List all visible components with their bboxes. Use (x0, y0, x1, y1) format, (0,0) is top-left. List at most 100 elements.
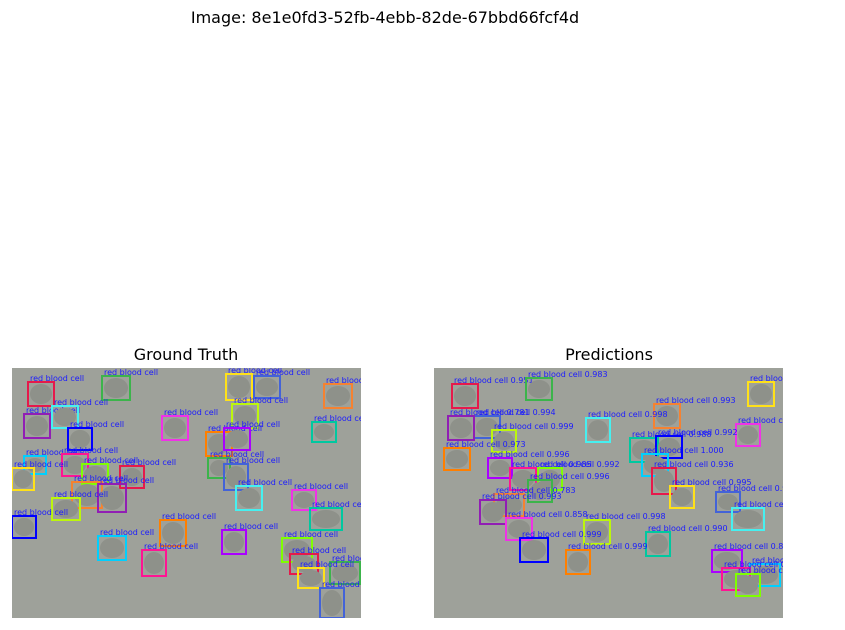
ground-truth-cell (100, 486, 124, 510)
ground-truth-cell (64, 456, 86, 474)
ground-truth-bounding-box (221, 529, 247, 555)
ground-truth-cell (70, 430, 90, 448)
prediction-box-label: red blood cell 0.724 (738, 566, 783, 575)
ground-truth-cell (300, 570, 322, 586)
prediction-box-label: red blood cell 1.000 (644, 446, 724, 455)
prediction-bounding-box (491, 429, 517, 453)
ground-truth-cell (224, 532, 244, 552)
prediction-bounding-box (479, 499, 507, 525)
prediction-cell (752, 566, 778, 584)
ground-truth-cell (164, 418, 186, 438)
prediction-box-label: red blood cell 0.999 (522, 530, 602, 539)
prediction-box-label: red blood cell 0.999 (494, 422, 574, 431)
prediction-cell (528, 380, 550, 398)
ground-truth-cell (256, 378, 278, 396)
ground-truth-box-label: red blood cell (228, 368, 282, 375)
prediction-bounding-box (653, 403, 681, 429)
ground-truth-box-label: red blood cell (292, 546, 346, 555)
prediction-box-label: red blood cell 0.951 (454, 376, 534, 385)
prediction-cell (672, 488, 692, 506)
prediction-bounding-box (527, 479, 553, 503)
ground-truth-box-label: red blood cell (30, 374, 84, 383)
ground-truth-bounding-box (141, 549, 167, 577)
ground-truth-cell (14, 470, 32, 488)
ground-truth-box-label: red blood cell (74, 474, 128, 483)
ground-truth-bounding-box (309, 507, 343, 531)
prediction-box-label: red blood cell 0.998 (734, 500, 783, 509)
ground-truth-box-label: red blood cell (238, 478, 292, 487)
ground-truth-bounding-box (223, 427, 251, 451)
ground-truth-cell (234, 406, 256, 426)
prediction-box-label: red blood cell 0.783 (496, 486, 576, 495)
prediction-bounding-box (519, 537, 549, 563)
ground-truth-cell (226, 466, 246, 488)
ground-truth-cell (228, 376, 250, 398)
ground-truth-bounding-box (27, 381, 55, 407)
prediction-bounding-box (447, 415, 475, 441)
ground-truth-bounding-box (207, 457, 231, 479)
ground-truth-bounding-box (291, 489, 317, 511)
ground-truth-cell (122, 468, 142, 486)
prediction-box-label: red blood cell 0.936 (654, 460, 734, 469)
ground-truth-box-label: red blood cell (224, 522, 278, 531)
ground-truth-box-label: red blood cell (14, 460, 68, 469)
prediction-cell (490, 460, 510, 476)
prediction-bounding-box (669, 485, 695, 509)
ground-truth-bounding-box (51, 405, 79, 429)
ground-truth-box-label: red blood cell (322, 580, 361, 589)
prediction-box-label: red blood cell 0.993 (656, 396, 736, 405)
prediction-box-label: red blood cell 0.953 (724, 560, 783, 569)
ground-truth-box-label: red blood cell (26, 448, 80, 457)
prediction-bounding-box (641, 453, 669, 477)
prediction-cell (450, 418, 472, 438)
prediction-cell (568, 552, 588, 572)
prediction-cell (494, 432, 514, 450)
ground-truth-box-label: red blood cell (300, 560, 354, 569)
prediction-box-label: red blood cell 0.995 (718, 484, 783, 493)
prediction-cell (482, 502, 504, 522)
ground-truth-cell (104, 378, 128, 398)
ground-truth-bounding-box (329, 561, 361, 585)
ground-truth-box-label: red blood cell (210, 450, 264, 459)
ground-truth-box-label: red blood cell (100, 528, 154, 537)
prediction-bounding-box (735, 573, 761, 597)
prediction-cell (586, 522, 608, 542)
prediction-bounding-box (715, 491, 741, 513)
prediction-box-label: red blood cell 0.985 (512, 460, 592, 469)
prediction-box-label: red blood cell 0.973 (446, 440, 526, 449)
prediction-box-label: red blood cell 0.823 (714, 542, 783, 551)
prediction-box-label: red blood cell 0.992 (658, 428, 738, 437)
ground-truth-cell (14, 518, 34, 536)
ground-truth-bounding-box (81, 463, 109, 485)
prediction-bounding-box (443, 447, 471, 471)
ground-truth-cell (144, 552, 164, 574)
ground-truth-box-label: red blood cell (314, 414, 361, 423)
prediction-box-label: red blood cell 0.983 (528, 370, 608, 379)
ground-truth-bounding-box (51, 497, 81, 521)
ground-truth-bounding-box (235, 485, 263, 511)
ground-truth-box-label: red blood cell (326, 376, 361, 385)
ground-truth-box-label: red blood cell (84, 456, 138, 465)
predictions-image: red blood cell 0.951 red blood cell 0.983… (434, 368, 783, 618)
ground-truth-box-label: red blood cell (122, 458, 176, 467)
prediction-cell (656, 406, 678, 426)
prediction-bounding-box (735, 423, 761, 447)
prediction-bounding-box (565, 549, 591, 575)
prediction-bounding-box (711, 549, 743, 573)
ground-truth-bounding-box (225, 373, 253, 401)
ground-truth-box-label: red blood cell (234, 396, 288, 405)
ground-truth-box-label: red blood cell (256, 368, 310, 377)
prediction-box-label: red blood cell 0.995 (672, 478, 752, 487)
prediction-box-label: red blood cell 0.994 (476, 408, 556, 417)
prediction-cell (522, 540, 546, 560)
prediction-bounding-box (585, 417, 611, 443)
prediction-box-label: red blood cell 0.990 (648, 524, 728, 533)
ground-truth-bounding-box (12, 467, 35, 491)
ground-truth-cell (84, 466, 106, 482)
prediction-bounding-box (651, 467, 677, 495)
prediction-cell (734, 510, 762, 528)
prediction-cell (446, 450, 468, 468)
prediction-bounding-box (731, 507, 765, 531)
